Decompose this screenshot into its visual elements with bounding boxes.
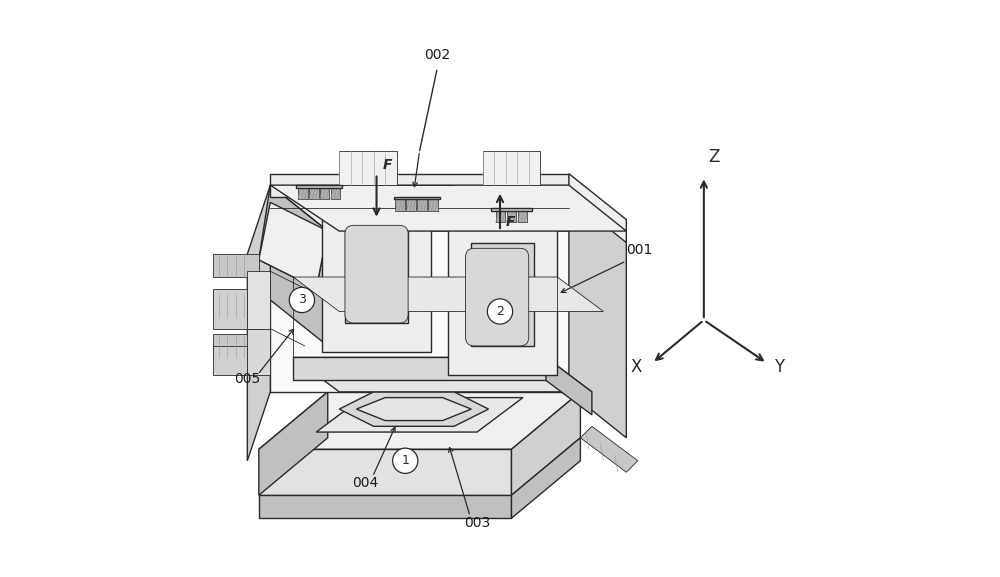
Polygon shape xyxy=(491,208,532,211)
Polygon shape xyxy=(331,187,340,200)
Polygon shape xyxy=(496,210,505,223)
Text: Y: Y xyxy=(774,358,784,376)
Polygon shape xyxy=(417,198,427,211)
FancyBboxPatch shape xyxy=(345,226,408,323)
Text: 005: 005 xyxy=(234,372,260,386)
Circle shape xyxy=(393,448,418,473)
Polygon shape xyxy=(213,254,259,277)
Text: 002: 002 xyxy=(424,48,450,62)
Polygon shape xyxy=(356,398,471,421)
Polygon shape xyxy=(406,198,416,211)
Polygon shape xyxy=(320,187,329,200)
Polygon shape xyxy=(293,357,546,380)
Polygon shape xyxy=(316,398,523,432)
Text: 3: 3 xyxy=(298,294,306,306)
Polygon shape xyxy=(448,226,557,374)
Polygon shape xyxy=(345,220,408,323)
Polygon shape xyxy=(270,185,569,392)
Polygon shape xyxy=(247,185,270,461)
Polygon shape xyxy=(339,392,489,426)
Text: F: F xyxy=(506,215,515,230)
Polygon shape xyxy=(471,242,534,346)
Polygon shape xyxy=(507,210,516,223)
Circle shape xyxy=(487,299,513,324)
Text: 003: 003 xyxy=(464,516,490,530)
Polygon shape xyxy=(213,346,247,374)
Text: 004: 004 xyxy=(352,475,378,490)
Polygon shape xyxy=(270,185,626,231)
Text: 001: 001 xyxy=(626,243,653,257)
Polygon shape xyxy=(270,185,328,346)
Polygon shape xyxy=(293,357,592,392)
Polygon shape xyxy=(247,271,270,329)
FancyBboxPatch shape xyxy=(466,248,529,346)
Polygon shape xyxy=(483,151,540,185)
Text: 2: 2 xyxy=(496,305,504,318)
Text: X: X xyxy=(630,358,642,376)
Polygon shape xyxy=(351,226,402,317)
Polygon shape xyxy=(259,203,328,288)
Polygon shape xyxy=(518,210,527,223)
Polygon shape xyxy=(259,495,511,518)
Polygon shape xyxy=(293,277,603,312)
Polygon shape xyxy=(309,187,319,200)
Polygon shape xyxy=(259,449,511,495)
Polygon shape xyxy=(322,203,431,351)
Polygon shape xyxy=(569,174,626,242)
Polygon shape xyxy=(213,288,247,329)
Polygon shape xyxy=(580,426,638,472)
Polygon shape xyxy=(296,185,342,188)
Polygon shape xyxy=(259,392,580,449)
Polygon shape xyxy=(270,185,626,231)
Polygon shape xyxy=(395,198,405,211)
Polygon shape xyxy=(213,335,259,357)
Circle shape xyxy=(289,287,315,313)
Polygon shape xyxy=(428,198,438,211)
Polygon shape xyxy=(546,357,592,415)
Polygon shape xyxy=(394,197,440,200)
Text: F: F xyxy=(382,158,392,172)
Polygon shape xyxy=(298,187,308,200)
Polygon shape xyxy=(511,438,580,518)
Polygon shape xyxy=(339,151,397,185)
Text: Z: Z xyxy=(708,148,720,166)
Polygon shape xyxy=(270,174,569,197)
Polygon shape xyxy=(511,392,580,495)
Polygon shape xyxy=(213,294,259,317)
Polygon shape xyxy=(259,392,328,495)
Text: 1: 1 xyxy=(401,454,409,467)
Polygon shape xyxy=(259,185,328,288)
Polygon shape xyxy=(569,185,626,438)
Polygon shape xyxy=(247,329,270,374)
